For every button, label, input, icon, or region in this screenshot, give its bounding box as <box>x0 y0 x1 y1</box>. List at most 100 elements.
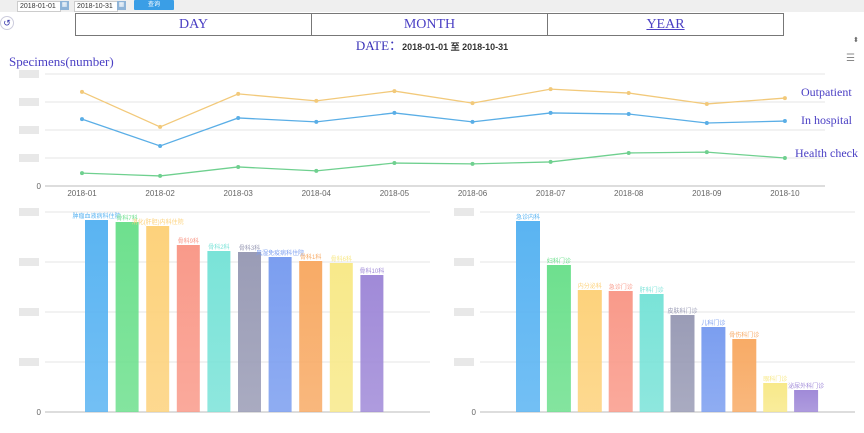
back-icon[interactable]: ↺ <box>0 16 14 30</box>
bar-chart-2-y-tick-blurred <box>454 258 474 266</box>
calendar-icon[interactable]: ▦ <box>60 1 69 10</box>
bar-label: 骨科6科 <box>331 255 352 263</box>
legend-health-check[interactable]: Health check <box>795 146 858 160</box>
bar-label: 泌尿外科门诊 <box>788 382 824 390</box>
x-tick-label: 2018-08 <box>614 189 644 198</box>
legend-outpatient[interactable]: Outpatient <box>801 85 852 99</box>
filter-bar <box>0 0 864 12</box>
bar <box>546 265 571 412</box>
bar-chart-2-y-tick-label: 0 <box>472 408 477 417</box>
data-point <box>314 119 319 124</box>
data-point <box>548 110 553 115</box>
bar <box>146 226 170 412</box>
data-point <box>314 168 319 173</box>
data-point <box>470 119 475 124</box>
x-tick-label: 2018-02 <box>145 189 175 198</box>
x-tick-label: 2018-04 <box>302 189 332 198</box>
bar-label: 妇科门诊 <box>547 257 571 265</box>
bar-label: 骨科7科 <box>116 214 137 222</box>
chart-title: Specimens(number) <box>9 54 114 69</box>
tab-year[interactable]: YEAR <box>646 17 685 32</box>
data-point <box>158 124 163 129</box>
data-point <box>80 171 84 176</box>
x-tick-label: 2018-09 <box>692 189 722 198</box>
data-point <box>782 119 787 124</box>
legend-in-hospital[interactable]: In hospital <box>801 113 852 127</box>
bar-label: 骨科9科 <box>178 237 199 245</box>
period-tabs: DAY MONTH YEAR <box>75 13 784 36</box>
data-point <box>626 91 631 96</box>
bar <box>670 315 695 412</box>
tab-month[interactable]: MONTH <box>312 14 548 35</box>
bar-label: 骨科3科 <box>239 244 260 252</box>
bar-chart-1-y-tick-blurred <box>19 258 39 266</box>
menu-icon[interactable]: ☰ <box>846 53 855 64</box>
bar-label: 骨科1科 <box>300 253 321 261</box>
data-point <box>626 150 631 155</box>
date-label: DATE： <box>355 38 403 53</box>
x-tick-label: 2018-10 <box>770 189 800 198</box>
data-point <box>236 164 241 169</box>
data-point <box>470 161 475 166</box>
calendar-icon[interactable]: ▦ <box>117 1 126 10</box>
data-point <box>782 156 787 160</box>
query-button[interactable]: 查询 <box>134 0 174 10</box>
bar-label: 风湿免疫病科住院 <box>256 249 304 257</box>
bar-label: 骨科2科 <box>208 243 229 251</box>
data-point <box>470 101 475 106</box>
bar <box>176 245 200 412</box>
bar-chart-1-y-tick-blurred <box>19 308 39 316</box>
data-point <box>704 150 709 155</box>
bar-chart-1-y-tick-blurred <box>19 208 39 216</box>
bar-label: 骨科10科 <box>360 267 385 275</box>
data-point <box>782 96 787 101</box>
data-point <box>704 101 709 106</box>
series-line-outpatient <box>81 88 785 128</box>
x-tick-label: 2018-07 <box>536 189 566 198</box>
date-range: DATE：2018-01-01 至 2018-10-31 <box>0 35 864 54</box>
bar <box>701 327 726 412</box>
bar <box>639 294 664 412</box>
bar <box>608 291 633 412</box>
scroll-icon[interactable]: ⬍ <box>853 37 859 44</box>
bar-chart-1-y-tick-label: 0 <box>37 408 42 417</box>
data-point <box>392 161 397 166</box>
data-point <box>80 89 84 94</box>
bar-label: 皮肤科门诊 <box>667 307 697 315</box>
data-point <box>158 173 163 178</box>
line-chart-y-tick-blurred <box>19 98 39 106</box>
bar <box>794 390 819 412</box>
line-chart-y-tick-label: 0 <box>37 182 42 191</box>
bar-chart-2-y-tick-blurred <box>454 208 474 216</box>
data-point <box>392 89 397 94</box>
bar <box>516 221 540 412</box>
bar-chart-2-y-tick-blurred <box>454 308 474 316</box>
bar-chart-1-y-tick-blurred <box>19 358 39 366</box>
line-chart-y-tick-blurred <box>19 126 39 134</box>
bar-label: 肝科门诊 <box>640 286 664 294</box>
bar <box>238 252 261 412</box>
date-range-value: 2018-01-01 至 2018-10-31 <box>402 42 509 52</box>
data-point <box>158 143 163 148</box>
bar <box>577 290 602 412</box>
data-point <box>548 87 553 92</box>
line-chart-y-tick-blurred <box>19 154 39 162</box>
data-point <box>704 121 709 125</box>
tab-day[interactable]: DAY <box>76 14 312 35</box>
data-point <box>314 98 319 103</box>
bar <box>115 222 139 412</box>
x-tick-label: 2018-03 <box>224 189 254 198</box>
bar <box>360 275 384 412</box>
x-tick-label: 2018-06 <box>458 189 488 198</box>
bar <box>763 383 788 412</box>
data-point <box>236 115 241 120</box>
bar <box>329 263 353 412</box>
bar-label: 急诊门诊 <box>609 283 633 291</box>
bar <box>268 257 292 412</box>
bar <box>85 220 108 412</box>
x-tick-label: 2018-05 <box>380 189 410 198</box>
data-point <box>392 110 397 115</box>
data-point <box>236 91 241 96</box>
bar-label: 急诊内科 <box>516 213 540 221</box>
